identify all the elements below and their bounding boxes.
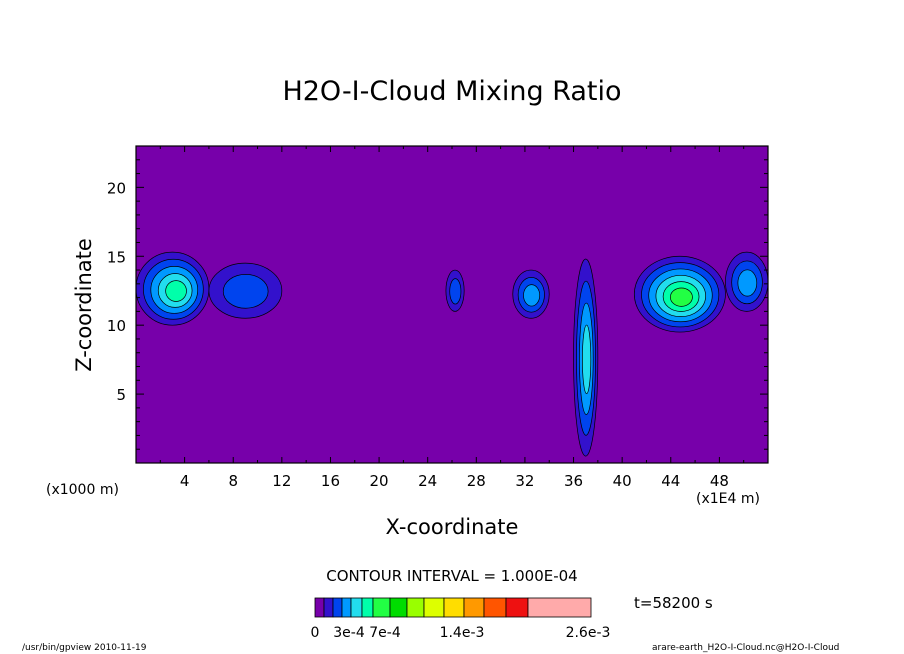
colorbar-swatch <box>314 597 325 618</box>
contour-level <box>449 278 462 305</box>
footer-left: /usr/bin/gpview 2010-11-19 <box>22 643 147 653</box>
x-tick-label: 12 <box>272 472 291 490</box>
colorbar: 0 3e-4 7e-4 1.4e-3 2.6e-3 <box>311 597 611 641</box>
contour-level <box>737 269 758 297</box>
contour-level <box>165 280 187 302</box>
colorbar-swatch <box>389 597 408 618</box>
colorbar-swatch <box>443 597 465 618</box>
colorbar-swatch <box>372 597 391 618</box>
x-tick-label: 24 <box>418 472 437 490</box>
x-tick-label: 44 <box>661 472 680 490</box>
colorbar-label: 3e-4 <box>333 625 365 641</box>
x-tick-label: 4 <box>180 472 190 490</box>
cloud-region <box>633 255 726 333</box>
contour-level <box>582 324 592 394</box>
colorbar-swatch <box>423 597 445 618</box>
y-tick-label: 10 <box>107 317 126 335</box>
colorbar-swatch <box>332 597 343 618</box>
colorbar-swatch <box>505 597 529 618</box>
cloud-region <box>445 269 465 312</box>
footer-right: arare-earth_H2O-I-Cloud.nc@H2O-I-Cloud <box>652 643 840 653</box>
colorbar-swatch <box>323 597 334 618</box>
cloud-region <box>725 251 768 312</box>
x-tick-label: 8 <box>228 472 238 490</box>
y-tick-label: 20 <box>107 179 126 197</box>
colorbar-swatch <box>463 597 485 618</box>
x-axis-label: X-coordinate <box>385 515 519 539</box>
contour-interval-label: CONTOUR INTERVAL = 1.000E-04 <box>326 567 578 585</box>
cloud-region <box>136 251 210 326</box>
y-tick-label: 5 <box>116 386 126 404</box>
chart-title: H2O-I-Cloud Mixing Ratio <box>282 76 622 107</box>
x-tick-label: 48 <box>710 472 729 490</box>
x-unit-left: (x1000 m) <box>46 482 119 498</box>
x-axis-ticks: 4 8 12 16 20 24 28 32 36 40 44 48 <box>159 146 745 490</box>
colorbar-swatch <box>483 597 507 618</box>
colorbar-label: 2.6e-3 <box>566 625 611 641</box>
contour-level <box>669 287 693 307</box>
contour-level <box>222 274 269 309</box>
x-tick-label: 28 <box>467 472 486 490</box>
cloud-region <box>573 258 599 457</box>
colorbar-label: 7e-4 <box>369 625 401 641</box>
time-label: t=58200 s <box>634 594 713 612</box>
colorbar-swatch <box>527 597 592 618</box>
colorbar-label: 1.4e-3 <box>440 625 485 641</box>
cloud-region <box>512 269 550 319</box>
x-tick-label: 40 <box>613 472 632 490</box>
cloud-contours <box>136 251 768 457</box>
colorbar-swatch <box>406 597 425 618</box>
colorbar-swatch <box>350 597 363 618</box>
x-tick-label: 16 <box>321 472 340 490</box>
colorbar-swatch <box>361 597 374 618</box>
y-axis-ticks: 5 10 15 20 <box>107 159 768 450</box>
y-axis-label: Z-coordinate <box>72 238 96 372</box>
x-tick-label: 36 <box>564 472 583 490</box>
x-unit-right: (x1E4 m) <box>696 491 760 507</box>
colorbar-swatch <box>341 597 352 618</box>
x-tick-label: 32 <box>515 472 534 490</box>
colorbar-label: 0 <box>311 625 320 641</box>
x-tick-label: 20 <box>370 472 389 490</box>
cloud-region <box>208 262 283 319</box>
y-tick-label: 15 <box>107 248 126 266</box>
contour-level <box>523 284 541 307</box>
